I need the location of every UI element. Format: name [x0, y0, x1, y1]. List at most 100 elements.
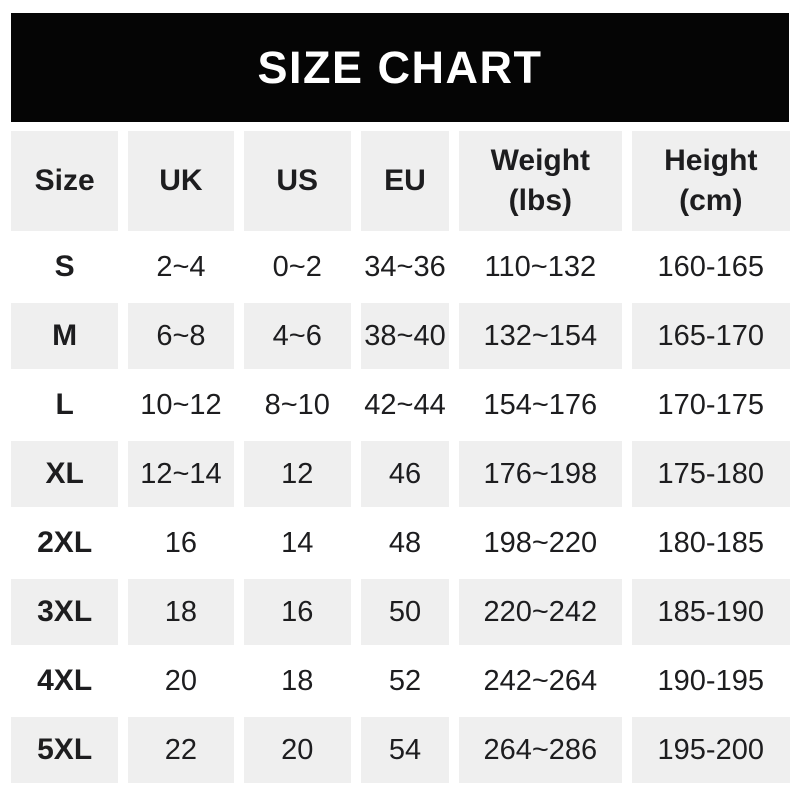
column-header-weight: Weight (lbs): [459, 131, 622, 231]
cell-s-weight: 110~132: [459, 234, 622, 300]
column-header-uk: UK: [128, 131, 234, 231]
cell-value: 16: [164, 526, 198, 559]
cell-value: 48: [388, 526, 422, 559]
cell-value: 0~2: [272, 250, 322, 283]
cell-3xl-size: 3XL: [11, 579, 119, 645]
cell-s-size: S: [11, 234, 119, 300]
cell-value: 20: [164, 664, 198, 697]
cell-value: 18: [281, 664, 314, 697]
cell-xl-height: 175-180: [631, 441, 790, 507]
cell-value: 195-200: [657, 733, 764, 766]
cell-value: 132~154: [483, 319, 598, 352]
cell-3xl-uk: 18: [128, 579, 234, 645]
cell-4xl-us: 18: [243, 648, 351, 714]
cell-2xl-us: 14: [243, 510, 351, 576]
cell-l-weight: 154~176: [459, 372, 622, 438]
cell-s-uk: 2~4: [128, 234, 234, 300]
cell-value: 175-180: [657, 457, 764, 490]
cell-value: 14: [281, 526, 314, 559]
cell-l-eu: 42~44: [360, 372, 450, 438]
cell-2xl-uk: 16: [128, 510, 234, 576]
cell-2xl-weight: 198~220: [459, 510, 622, 576]
size-label: L: [55, 388, 74, 422]
column-header-height: Height (cm): [631, 131, 790, 231]
cell-value: 12~14: [140, 457, 222, 490]
cell-xl-eu: 46: [360, 441, 450, 507]
cell-xl-size: XL: [11, 441, 119, 507]
cell-4xl-height: 190-195: [631, 648, 790, 714]
cell-value: 4~6: [272, 319, 322, 352]
cell-value: 16: [281, 595, 314, 628]
cell-value: 220~242: [483, 595, 598, 628]
size-label: 4XL: [37, 664, 93, 698]
cell-4xl-eu: 52: [360, 648, 450, 714]
cell-xl-us: 12: [243, 441, 351, 507]
column-header-label: US: [276, 164, 319, 198]
cell-l-uk: 10~12: [128, 372, 234, 438]
cell-5xl-height: 195-200: [631, 717, 790, 783]
cell-l-us: 8~10: [243, 372, 351, 438]
cell-value: 165-170: [657, 319, 764, 352]
cell-2xl-size: 2XL: [11, 510, 119, 576]
cell-s-eu: 34~36: [360, 234, 450, 300]
column-header-label: EU: [384, 164, 426, 198]
cell-value: 2~4: [156, 250, 206, 283]
cell-value: 176~198: [483, 457, 598, 490]
cell-m-us: 4~6: [243, 303, 351, 369]
cell-s-us: 0~2: [243, 234, 351, 300]
cell-3xl-us: 16: [243, 579, 351, 645]
cell-3xl-height: 185-190: [631, 579, 790, 645]
cell-value: 8~10: [264, 388, 330, 421]
cell-4xl-weight: 242~264: [459, 648, 622, 714]
cell-value: 198~220: [483, 526, 598, 559]
cell-4xl-uk: 20: [128, 648, 234, 714]
cell-value: 154~176: [483, 388, 598, 421]
size-chart-banner: SIZE CHART: [11, 13, 789, 122]
cell-3xl-eu: 50: [360, 579, 450, 645]
size-label: M: [52, 319, 78, 353]
cell-m-height: 165-170: [631, 303, 790, 369]
column-header-sublabel: (lbs): [508, 184, 572, 217]
column-header-label: Height: [664, 144, 758, 178]
size-label: 5XL: [37, 733, 93, 767]
cell-value: 12: [281, 457, 314, 490]
size-label: XL: [45, 457, 84, 491]
cell-value: 20: [281, 733, 314, 766]
page-title: SIZE CHART: [257, 41, 543, 93]
cell-value: 54: [388, 733, 422, 766]
cell-5xl-eu: 54: [360, 717, 450, 783]
cell-value: 50: [388, 595, 422, 628]
cell-m-weight: 132~154: [459, 303, 622, 369]
cell-value: 46: [388, 457, 422, 490]
cell-4xl-size: 4XL: [11, 648, 119, 714]
column-header-eu: EU: [360, 131, 450, 231]
size-label: 2XL: [37, 526, 93, 560]
cell-l-height: 170-175: [631, 372, 790, 438]
cell-value: 42~44: [364, 388, 446, 421]
cell-value: 180-185: [657, 526, 764, 559]
cell-value: 170-175: [657, 388, 764, 421]
cell-5xl-size: 5XL: [11, 717, 119, 783]
cell-value: 185-190: [657, 595, 764, 628]
cell-m-eu: 38~40: [360, 303, 450, 369]
column-header-size: Size: [11, 131, 119, 231]
cell-xl-uk: 12~14: [128, 441, 234, 507]
cell-value: 22: [164, 733, 198, 766]
cell-value: 6~8: [156, 319, 206, 352]
cell-m-size: M: [11, 303, 119, 369]
cell-xl-weight: 176~198: [459, 441, 622, 507]
cell-value: 34~36: [364, 250, 446, 283]
cell-s-height: 160-165: [631, 234, 790, 300]
cell-2xl-eu: 48: [360, 510, 450, 576]
cell-value: 160-165: [657, 250, 764, 283]
cell-5xl-uk: 22: [128, 717, 234, 783]
cell-value: 38~40: [364, 319, 446, 352]
column-header-sublabel: (cm): [679, 184, 743, 217]
column-header-label: UK: [159, 164, 203, 198]
size-label: S: [54, 250, 75, 284]
cell-value: 18: [164, 595, 198, 628]
cell-value: 52: [388, 664, 422, 697]
cell-5xl-weight: 264~286: [459, 717, 622, 783]
cell-5xl-us: 20: [243, 717, 351, 783]
cell-value: 110~132: [484, 250, 597, 283]
